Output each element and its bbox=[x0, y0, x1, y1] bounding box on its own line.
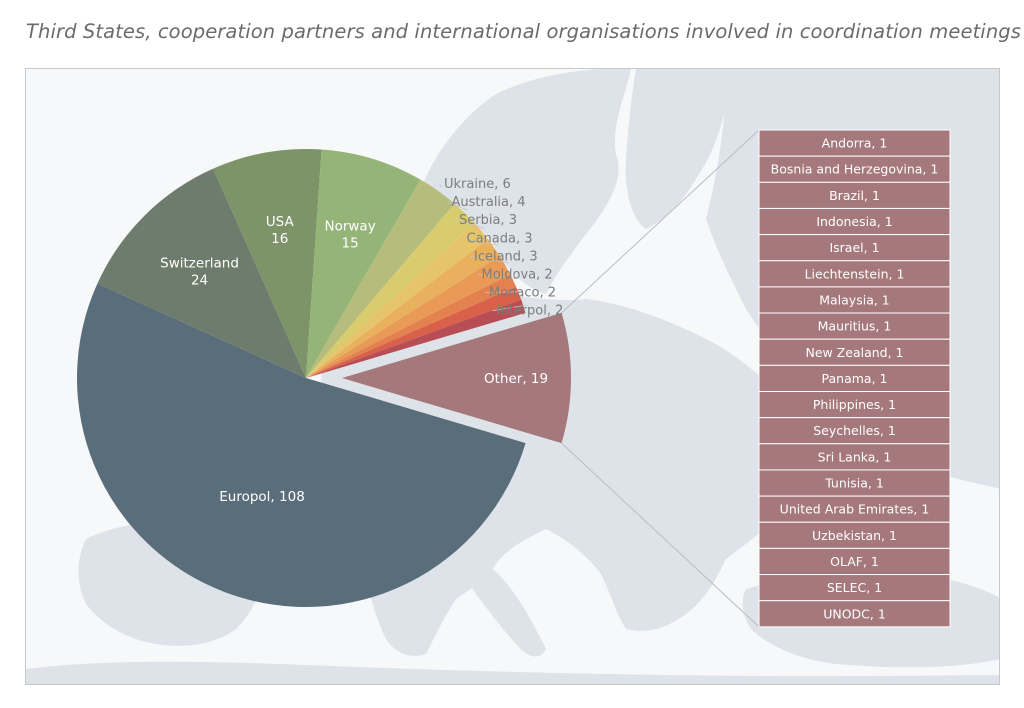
other-table-row-philippines bbox=[758, 391, 951, 419]
leader-line-interpol bbox=[492, 304, 528, 312]
slice-label-moldova: Moldova, 2 bbox=[482, 268, 553, 283]
other-table-row-bosnia-and-herzegovina bbox=[758, 155, 951, 183]
other-table-row-sri-lanka bbox=[758, 443, 951, 471]
pie-slice-usa bbox=[213, 149, 322, 378]
slice-label-other: Other, 19 bbox=[484, 371, 548, 387]
other-table-label-uzbekistan: Uzbekistan, 1 bbox=[812, 528, 897, 543]
other-table-row-seychelles bbox=[758, 417, 951, 445]
leader-line-iceland bbox=[469, 256, 509, 264]
other-table-label-malaysia: Malaysia, 1 bbox=[819, 292, 890, 307]
slice-label-switzerland: Switzerland bbox=[160, 256, 239, 272]
other-table-row-olaf bbox=[758, 547, 951, 576]
other-table-row-new-zealand bbox=[758, 338, 951, 366]
chart-frame: Europol, 108 Switzerland 24 USA 16 Norway 15 Ot… bbox=[25, 68, 1000, 685]
other-breakdown-connectors bbox=[561, 129, 760, 628]
pie-slice-other bbox=[342, 312, 572, 444]
other-breakdown-table: Andorra, 1 Bosnia and Herzegovina, 1 Brazi… bbox=[758, 129, 951, 628]
other-table-label-israel: Israel, 1 bbox=[829, 240, 879, 255]
scandinavia-landmass bbox=[421, 69, 631, 294]
slice-label-canada: Canada, 3 bbox=[467, 231, 533, 246]
chart-title: Third States, cooperation partners and i… bbox=[26, 20, 1022, 43]
other-table-row-brazil bbox=[758, 181, 951, 209]
other-table-row-indonesia bbox=[758, 207, 951, 236]
other-table-row-liechtenstein bbox=[758, 260, 951, 288]
leader-line-monaco bbox=[484, 291, 523, 293]
slice-label-usa: USA bbox=[266, 214, 295, 230]
other-table-label-andorra: Andorra, 1 bbox=[822, 136, 888, 151]
other-table-row-mauritius bbox=[758, 312, 951, 340]
slice-label-australia: Australia, 4 bbox=[452, 195, 526, 210]
other-table-row-selec bbox=[758, 574, 951, 602]
italy-landmass bbox=[456, 549, 546, 657]
other-table-label-panama: Panama, 1 bbox=[822, 371, 888, 386]
leader-line-canada bbox=[462, 237, 498, 246]
other-table-row-unodc bbox=[758, 600, 951, 628]
other-table-label-mauritius: Mauritius, 1 bbox=[818, 319, 892, 334]
pie-slice-australia bbox=[306, 203, 475, 378]
other-table-label-philippines: Philippines, 1 bbox=[813, 397, 896, 412]
slice-label-serbia: Serbia, 3 bbox=[459, 213, 517, 228]
slice-label-ukraine: Ukraine, 6 bbox=[444, 177, 511, 192]
other-table-row-tunisia bbox=[758, 469, 951, 497]
pie-slice-interpol bbox=[306, 299, 526, 378]
slice-label-monaco: Monaco, 2 bbox=[489, 286, 556, 301]
other-table-label-bosnia-and-herzegovina: Bosnia and Herzegovina, 1 bbox=[771, 162, 939, 177]
finland-landmass bbox=[625, 69, 727, 229]
other-table-label-tunisia: Tunisia, 1 bbox=[824, 476, 884, 491]
slice-label-europol: Europol, 108 bbox=[219, 489, 305, 505]
other-table-label-liechtenstein: Liechtenstein, 1 bbox=[805, 266, 905, 281]
other-table-row-panama bbox=[758, 364, 951, 393]
connector-line-bottom bbox=[561, 442, 760, 628]
north-africa-landmass bbox=[26, 661, 999, 684]
other-table-label-brazil: Brazil, 1 bbox=[829, 188, 880, 203]
leader-line-australia bbox=[447, 201, 468, 211]
other-table-label-sri-lanka: Sri Lanka, 1 bbox=[818, 449, 892, 464]
other-table-row-malaysia bbox=[758, 286, 951, 314]
other-table-label-unodc: UNODC, 1 bbox=[823, 606, 886, 621]
slice-label-norway: Norway bbox=[324, 218, 375, 234]
pie-slice-iceland bbox=[306, 256, 511, 378]
other-table-label-seychelles: Seychelles, 1 bbox=[813, 423, 896, 438]
pie-slice-switzerland bbox=[97, 168, 306, 378]
slice-label-iceland: Iceland, 3 bbox=[474, 249, 538, 264]
pie-slice-canada bbox=[306, 238, 500, 378]
leader-line-moldova bbox=[477, 274, 517, 280]
pie-slice-norway bbox=[306, 149, 421, 378]
pie-slice-moldova bbox=[306, 274, 517, 378]
other-table-label-new-zealand: New Zealand, 1 bbox=[805, 345, 903, 360]
pie-slice-europol bbox=[76, 283, 526, 608]
other-table-row-andorra bbox=[758, 129, 951, 157]
other-table-row-uzbekistan bbox=[758, 521, 951, 549]
pie-slice-monaco bbox=[306, 286, 522, 378]
other-table-label-olaf: OLAF, 1 bbox=[830, 554, 879, 569]
other-table-label-united-arab-emirates: United Arab Emirates, 1 bbox=[780, 502, 930, 517]
slice-value-usa: 16 bbox=[271, 231, 288, 247]
leader-line-serbia bbox=[454, 219, 485, 229]
other-table-row-united-arab-emirates bbox=[758, 495, 951, 523]
connector-line-top bbox=[561, 129, 760, 314]
pie-slice-ukraine bbox=[306, 179, 455, 378]
slice-value-norway: 15 bbox=[341, 235, 358, 251]
slice-value-switzerland: 24 bbox=[191, 273, 208, 289]
other-table-label-indonesia: Indonesia, 1 bbox=[816, 214, 892, 229]
other-table-row-israel bbox=[758, 234, 951, 262]
other-table-label-selec: SELEC, 1 bbox=[827, 580, 882, 595]
pie-slice-serbia bbox=[306, 222, 488, 378]
slice-label-interpol: Interpol, 2 bbox=[497, 304, 564, 319]
